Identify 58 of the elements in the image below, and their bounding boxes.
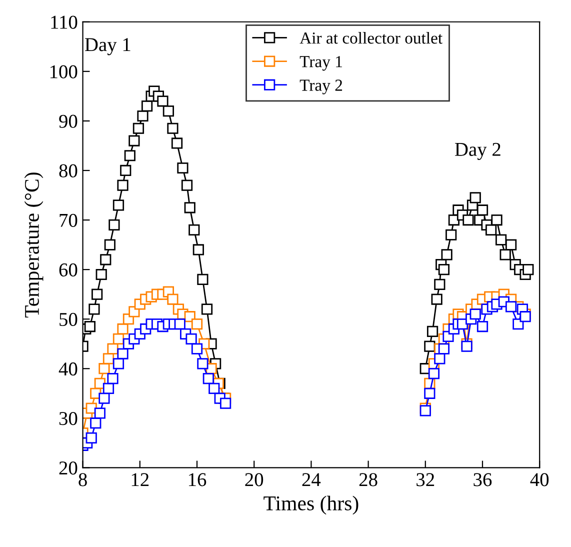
point [86, 432, 97, 444]
point [112, 358, 124, 370]
y-tick-label: 110 [51, 16, 78, 29]
point [202, 372, 214, 384]
point [220, 398, 232, 409]
y-tick-label: 100 [50, 65, 78, 78]
point [461, 340, 472, 352]
annotation: Day 2 [454, 142, 500, 160]
x-tick-label: 40 [530, 473, 549, 486]
x-tick-label: 32 [416, 473, 434, 486]
point [434, 353, 446, 364]
point [505, 301, 517, 312]
point [94, 408, 106, 419]
y-tick-label: 70 [60, 214, 78, 227]
y-tick-label: 30 [59, 412, 78, 426]
point [186, 333, 197, 344]
point [102, 382, 114, 394]
point [174, 318, 186, 330]
x-tick-label: 12 [132, 473, 149, 486]
point [102, 353, 114, 364]
point [476, 320, 488, 332]
point [428, 368, 440, 380]
annotation: Day 1 [84, 38, 130, 56]
legend-label: Air at collector outlet [300, 32, 442, 44]
point [512, 318, 524, 330]
legend-label: Tray 1 [300, 56, 342, 71]
x-tick-label: 36 [474, 473, 492, 486]
point [117, 323, 128, 335]
point [90, 418, 102, 429]
x-tick-label: 20 [245, 473, 264, 486]
point [420, 405, 431, 416]
point [424, 388, 436, 399]
point [117, 348, 128, 360]
y-tick-label: 20 [59, 462, 78, 475]
y-tick-label: 40 [58, 362, 78, 376]
x-tick-label: 8 [78, 473, 87, 486]
legend-label: Tray 2 [300, 80, 342, 94]
x-axis-title: Times (hrs) [264, 496, 358, 515]
point [98, 363, 110, 374]
point [107, 372, 118, 384]
point [520, 311, 531, 322]
x-tick-label: 28 [359, 473, 378, 486]
point [191, 343, 203, 354]
point [470, 308, 481, 320]
point [167, 294, 178, 305]
point [191, 318, 203, 330]
point [197, 358, 208, 370]
y-tick-label: 60 [59, 263, 78, 276]
point [438, 343, 450, 354]
point [208, 382, 220, 394]
y-axis-title: Temperature (°C) [24, 172, 44, 318]
point [107, 343, 118, 354]
x-tick-label: 16 [188, 473, 206, 486]
y-tick-label: 90 [59, 114, 78, 128]
y-tick-label: 50 [60, 312, 78, 326]
point [98, 392, 110, 404]
x-tick-label: 24 [302, 473, 321, 486]
y-tick-label: 80 [59, 164, 78, 178]
